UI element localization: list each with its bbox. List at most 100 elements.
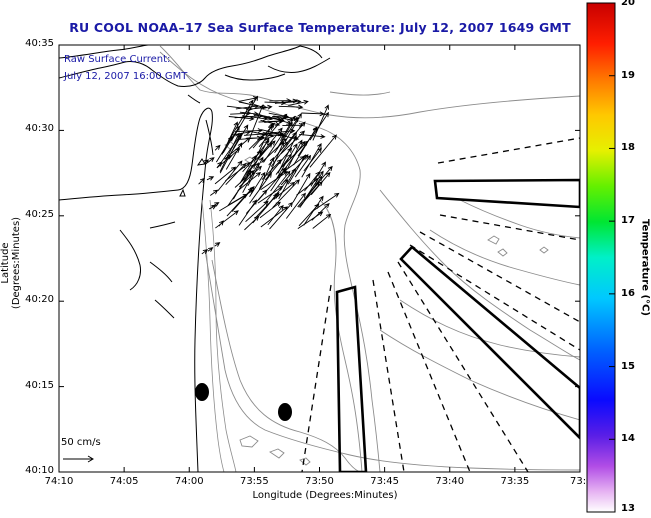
current-vector (198, 177, 206, 185)
current-vector (226, 187, 253, 217)
y-tick-label: 40:20 (25, 294, 54, 306)
current-vector (239, 111, 260, 117)
current-vector (247, 104, 264, 143)
current-vector (311, 192, 340, 213)
current-vector (294, 154, 312, 178)
dashed-lines (301, 137, 580, 472)
x-tick-label: 74:00 (174, 476, 204, 487)
current-vector (244, 142, 273, 176)
current-vector (248, 125, 274, 150)
figure-title: RU COOL NOAA–17 Sea Surface Temperature:… (69, 20, 571, 35)
x-tick-label: 73:3 (570, 476, 586, 487)
current-vector (244, 215, 260, 231)
nearshore-contours (201, 199, 237, 472)
current-vector (219, 193, 249, 212)
colorbar-tick-label: 15 (621, 360, 635, 372)
current-vector (260, 127, 283, 155)
current-vector (267, 204, 284, 226)
x-tick-label: 73:35 (500, 476, 530, 487)
x-axis-label: Longitude (Degrees:Minutes) (252, 490, 398, 501)
current-vector (301, 111, 325, 117)
current-vector (273, 181, 296, 200)
current-vector (285, 112, 302, 142)
scale-arrow (63, 455, 94, 463)
current-vector (216, 161, 223, 168)
current-vector (292, 172, 311, 203)
current-vector (298, 181, 323, 208)
current-vector (293, 126, 318, 166)
current-vectors (198, 95, 340, 255)
current-vector (269, 201, 294, 230)
current-vector (298, 203, 320, 227)
current-vector (206, 176, 215, 181)
current-vector (231, 186, 255, 212)
current-vector (235, 103, 260, 110)
y-tick-label: 40:30 (25, 123, 54, 135)
current-vector (231, 95, 259, 141)
buoy-marker-east (278, 403, 292, 421)
current-vector (207, 157, 215, 164)
colorbar-label: Temperature (°C) (639, 219, 651, 316)
bathymetry-contours (159, 45, 580, 472)
current-vector (278, 167, 296, 200)
current-vector (214, 242, 221, 247)
current-vector (260, 119, 281, 127)
axis-ticks (58, 44, 581, 473)
x-tick-label: 73:45 (370, 476, 400, 487)
current-vector (312, 104, 329, 141)
current-vector (301, 142, 322, 178)
current-vector (218, 220, 224, 227)
buoy-marker-west (195, 383, 209, 401)
annotation-line1: Raw Surface Current: (64, 54, 171, 65)
y-tick-label: 40:15 (25, 379, 54, 391)
current-vector (207, 247, 214, 252)
current-vector (247, 156, 264, 187)
current-vector (250, 139, 270, 163)
current-vector (249, 172, 272, 204)
current-vector (223, 155, 233, 160)
colorbar-tick-label: 16 (621, 287, 635, 299)
current-vector (278, 155, 305, 177)
current-vector (285, 192, 306, 219)
y-tick-label: 40:25 (25, 208, 54, 220)
x-tick-label: 74:05 (109, 476, 139, 487)
x-tick-label: 73:40 (435, 476, 465, 487)
current-vector (203, 159, 210, 165)
current-vector (237, 171, 262, 192)
current-vector (238, 165, 262, 188)
colorbar-tick-label: 17 (621, 215, 635, 227)
current-vector (261, 159, 282, 180)
current-vector (303, 170, 324, 201)
current-vector (225, 142, 243, 170)
current-vector (276, 143, 298, 180)
current-vector (304, 171, 321, 192)
plot-frame (58, 44, 581, 473)
current-vector (254, 192, 280, 220)
y-tick-label: 40:35 (25, 38, 54, 49)
current-vector (277, 121, 306, 154)
x-tick-label: 73:50 (305, 476, 334, 487)
current-vector (215, 210, 239, 229)
current-vector (227, 99, 254, 142)
current-vector (214, 144, 221, 151)
scale-label: 50 cm/s (61, 437, 101, 448)
current-vector (272, 179, 300, 208)
current-vector (221, 121, 238, 155)
colorbar-tick-label: 20 (621, 0, 635, 8)
current-vector (238, 199, 257, 226)
current-vector (312, 213, 332, 229)
current-vector (278, 104, 304, 110)
y-tick-label: 40:10 (25, 465, 54, 476)
annotation-line2: July 12, 2007 16:00 GMT (64, 71, 188, 82)
colorbar-tick-label: 13 (621, 503, 635, 514)
colorbar-tick-label: 19 (621, 69, 635, 81)
x-tick-label: 73:55 (239, 476, 269, 487)
coastline (59, 45, 331, 472)
current-vector (239, 163, 256, 184)
current-vector (245, 200, 269, 223)
colorbar-tick-label: 14 (621, 433, 635, 445)
current-vector (210, 189, 219, 196)
x-tick-label: 74:10 (44, 476, 74, 487)
